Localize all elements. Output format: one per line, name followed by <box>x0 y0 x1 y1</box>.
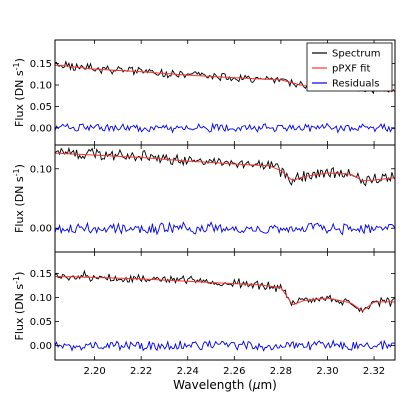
y-tick-label: 0.00 <box>30 341 52 352</box>
residuals-line <box>55 122 395 134</box>
spectrum-line <box>55 269 395 314</box>
legend: Spectrum pPXF fit Residuals <box>306 42 393 92</box>
y-tick-label: 0.10 <box>30 81 52 92</box>
legend-label: pPXF fit <box>332 64 370 75</box>
residuals-line <box>55 339 395 352</box>
y-tick-label: 0.15 <box>30 269 52 280</box>
residuals-line <box>55 221 395 236</box>
y-tick-label: 0.05 <box>30 317 52 328</box>
legend-label: Residuals <box>332 79 379 90</box>
plot-frame <box>54 144 396 253</box>
y-tick-label: 0.05 <box>30 102 52 113</box>
x-tick-label: 2.32 <box>363 366 385 377</box>
x-tick-label: 2.26 <box>223 366 245 377</box>
y-tick-label: 0.00 <box>30 224 52 235</box>
y-axis-label: Flux (DN s-1) <box>12 164 27 233</box>
spectrum-line <box>55 146 395 187</box>
x-axis-label: Wavelength (μm) <box>173 378 277 392</box>
x-tick-label: 2.22 <box>130 366 152 377</box>
y-tick-label: 0.10 <box>30 293 52 304</box>
y-tick-label: 0.10 <box>30 164 52 175</box>
x-tick-label: 2.30 <box>316 366 338 377</box>
x-tick-label: 2.24 <box>177 366 199 377</box>
x-tick-label: 2.20 <box>83 366 105 377</box>
y-tick-label: 0.00 <box>30 123 52 134</box>
y-axis-label: Flux (DN s-1) <box>12 272 27 341</box>
ppxf-fit-line <box>55 276 395 312</box>
panel-3: 0.00 0.05 0.10 0.15 2.20 2.22 2.24 2.26 2.28 2.30… <box>12 251 396 392</box>
y-tick-label: 0.15 <box>30 59 52 70</box>
plot-frame <box>54 251 396 361</box>
ppxf-fit-line <box>55 152 395 182</box>
y-axis-label: Flux (DN s-1) <box>12 58 27 127</box>
x-tick-label: 2.28 <box>270 366 292 377</box>
legend-label: Spectrum <box>332 49 380 60</box>
